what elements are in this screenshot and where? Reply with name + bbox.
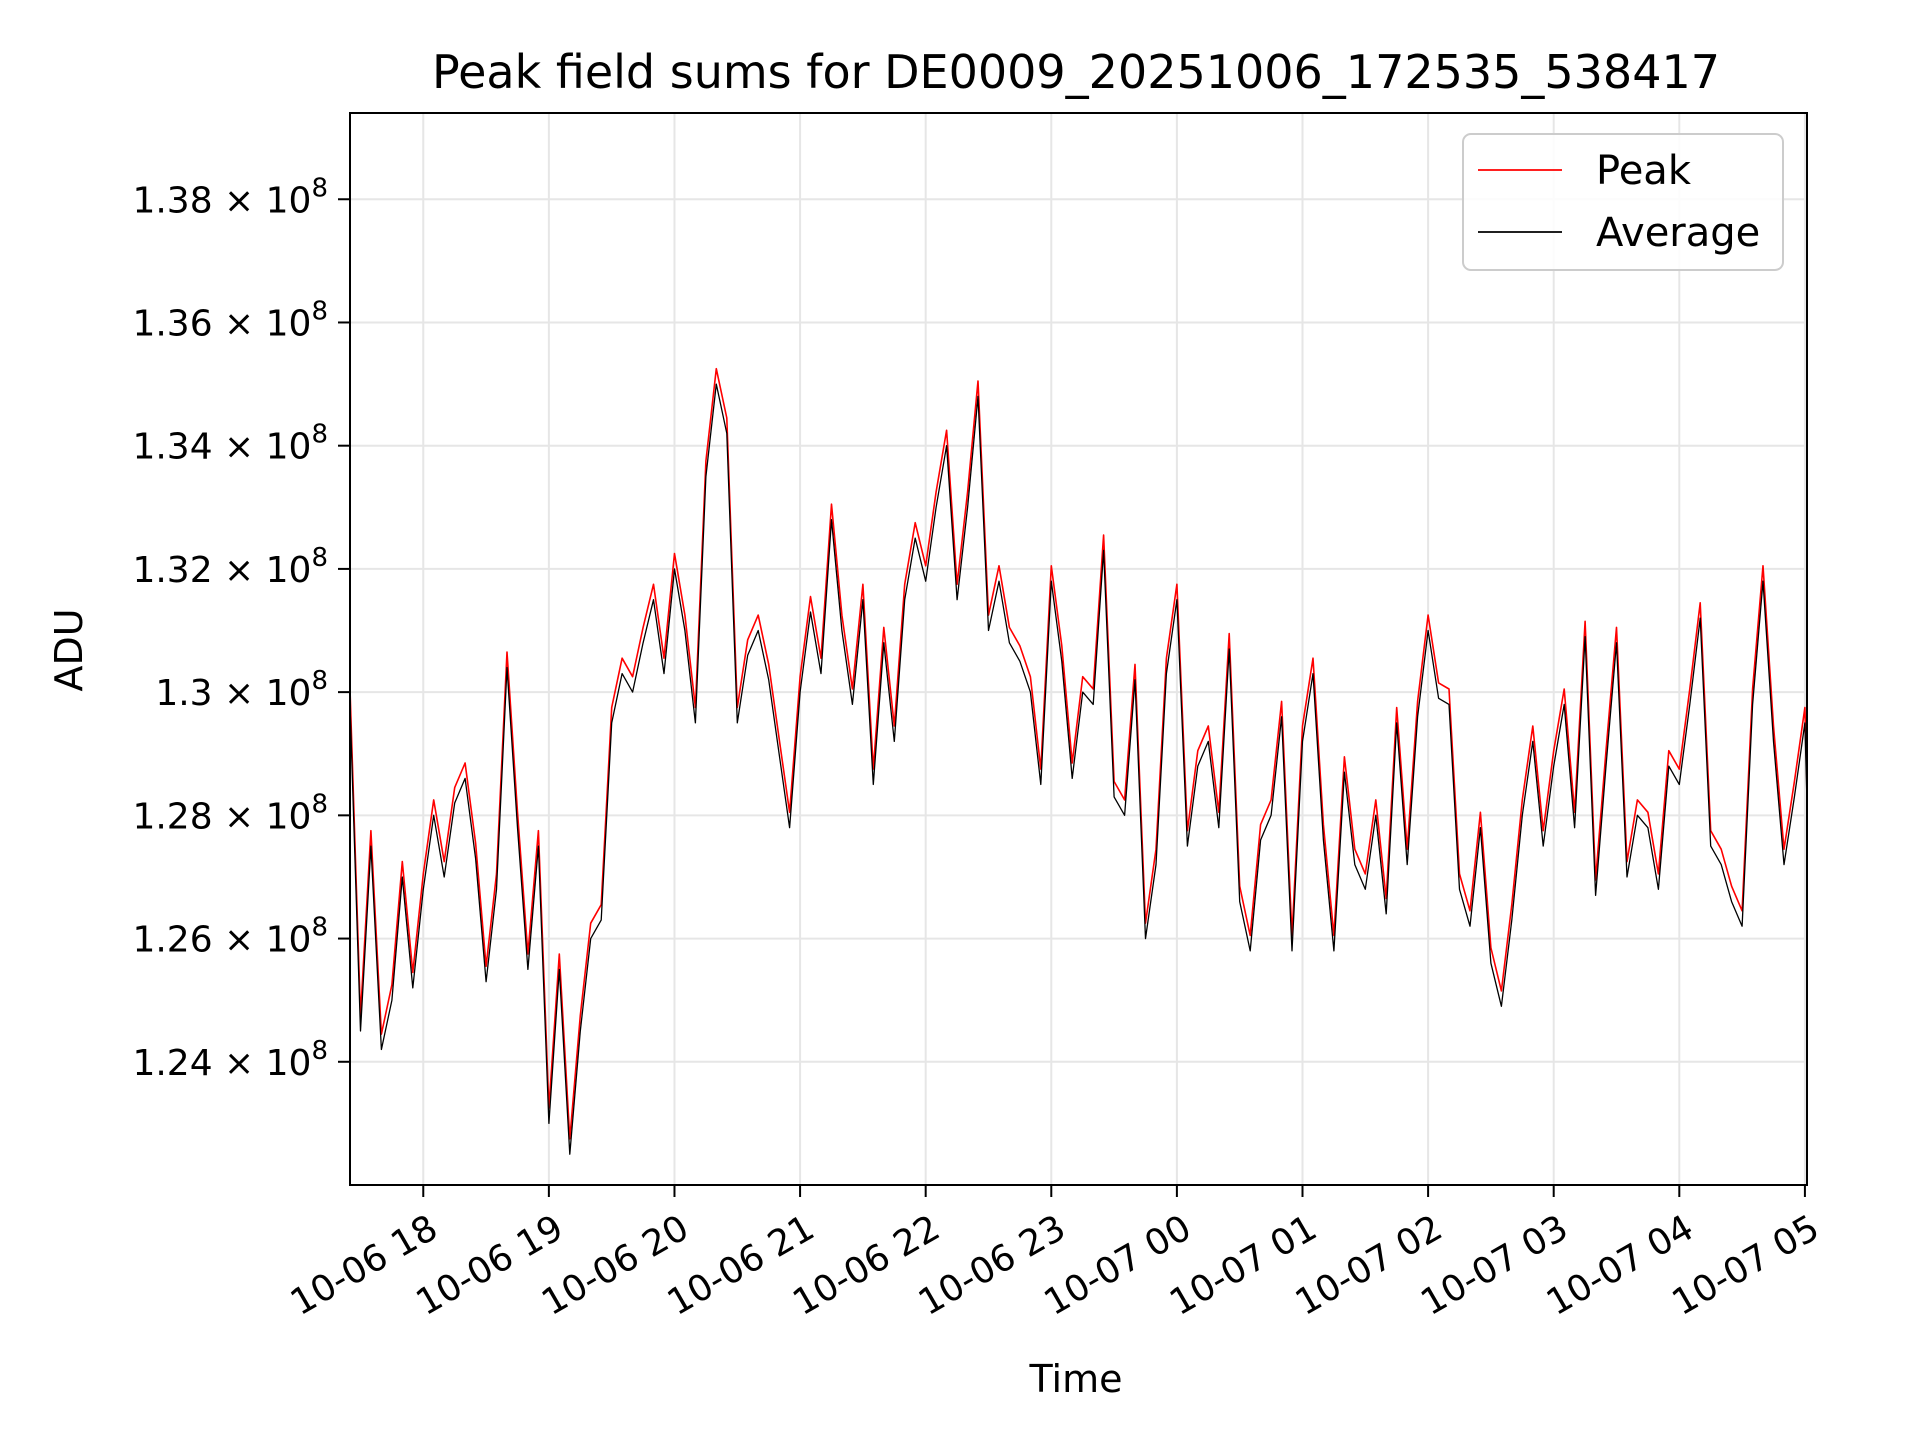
series-layer [349, 367, 1808, 1155]
plot-frame [349, 112, 1808, 1186]
y-axis: 1.24 × 108 1.26 × 108 1.28 × 108 1.3 × 108 1… [132, 173, 350, 1084]
y-tick-label: 1.36 × 108 [132, 296, 328, 344]
y-tick-label: 1.28 × 108 [132, 789, 328, 837]
y-tick-label: 1.26 × 108 [132, 913, 328, 961]
legend-label-average: Average [1596, 210, 1760, 256]
legend: Peak Average [1462, 133, 1784, 271]
legend-box [1462, 133, 1784, 271]
y-tick-label: 1.38 × 108 [132, 173, 328, 221]
y-axis-label: ADU [47, 608, 91, 691]
legend-label-peak: Peak [1596, 148, 1692, 194]
y-tick-label: 1.24 × 108 [132, 1036, 328, 1084]
chart-title: Peak field sums for DE0009_20251006_1725… [432, 45, 1720, 99]
y-tick-label: 1.3 × 108 [155, 666, 328, 714]
series-line-average [349, 383, 1808, 1155]
y-tick-label: 1.32 × 108 [132, 543, 328, 591]
y-tick-label: 1.34 × 108 [132, 420, 328, 468]
x-axis-label: Time [1029, 1357, 1123, 1401]
series-line-peak [349, 367, 1808, 1140]
